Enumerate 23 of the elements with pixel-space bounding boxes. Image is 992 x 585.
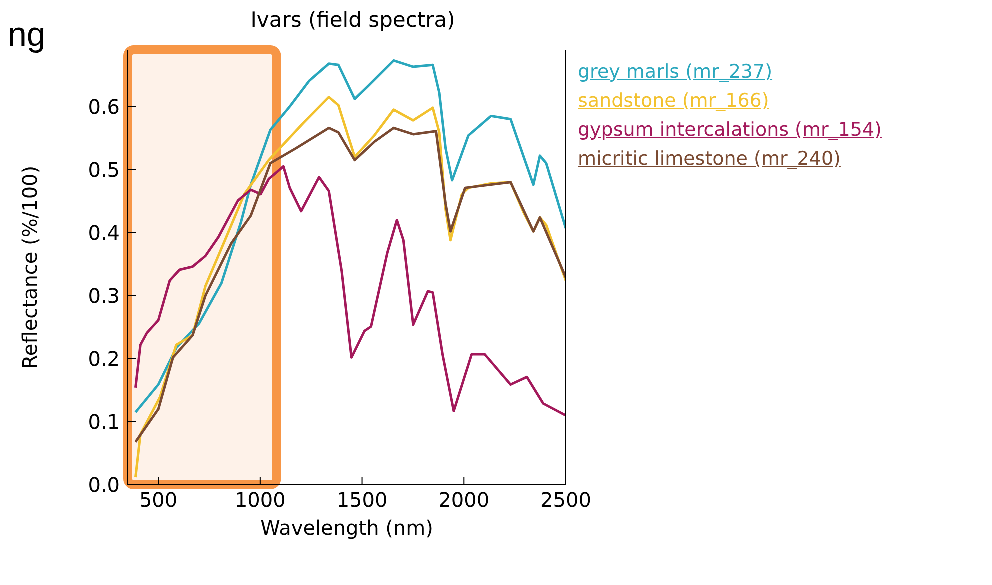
y-tick-label: 0.3 — [88, 284, 120, 308]
x-tick-label: 2000 — [438, 488, 490, 512]
line-series — [134, 59, 566, 414]
text: micritic limestone (mr_240) — [578, 147, 842, 172]
text: sandstone (mr_166) — [578, 89, 770, 114]
x-tick-label: 1500 — [336, 488, 388, 512]
x-tick-label: 1000 — [234, 488, 286, 512]
x-tick-label: 500 — [139, 488, 178, 512]
text: grey marls (mr_237) — [578, 60, 774, 85]
chart-title: Ivars (field spectra) — [250, 8, 456, 32]
y-tick-label: 0.4 — [88, 220, 120, 245]
y-tick-label: 0.1 — [88, 410, 120, 434]
x-tick-label: 2500 — [540, 488, 592, 512]
y-axis-title: Reflectance (%/100) — [18, 166, 42, 370]
x-axis-title: Wavelength (nm) — [260, 516, 434, 540]
y-tick-label: 0.5 — [88, 158, 120, 182]
y-tick-label: 0.0 — [88, 473, 120, 498]
line-series — [134, 126, 566, 444]
y-tick-label: 0.6 — [88, 94, 120, 119]
text: ng — [8, 16, 46, 55]
line-series — [134, 165, 566, 417]
y-tick-label: 0.2 — [88, 347, 120, 372]
text: gypsum intercalations (mr_154) — [578, 118, 882, 143]
